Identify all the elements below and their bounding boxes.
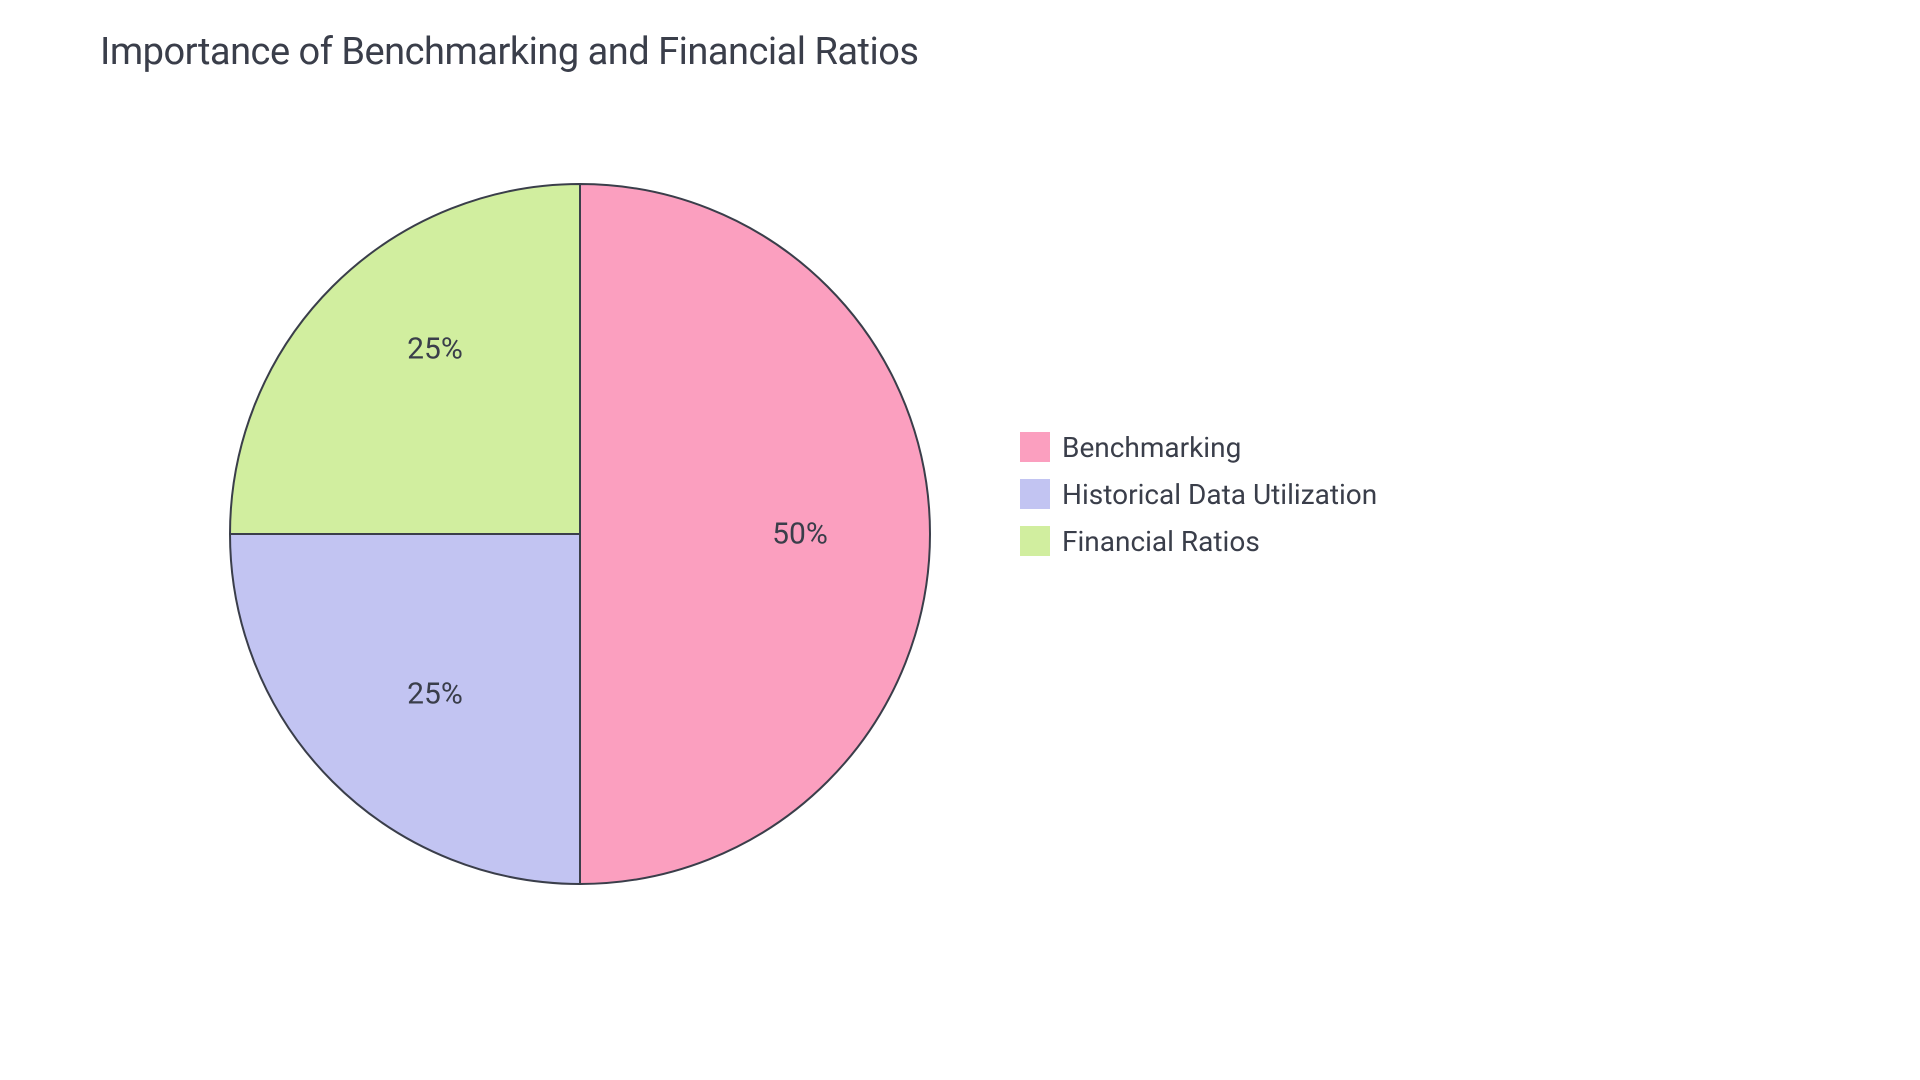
legend-label: Financial Ratios xyxy=(1062,525,1260,558)
pie-slice xyxy=(230,184,580,534)
legend-item: Historical Data Utilization xyxy=(1020,478,1377,511)
slice-label: 25% xyxy=(407,332,463,367)
legend: Benchmarking Historical Data Utilization F… xyxy=(1020,431,1377,558)
legend-item: Financial Ratios xyxy=(1020,525,1377,558)
pie-slice xyxy=(230,534,580,884)
pie-svg xyxy=(100,94,940,894)
legend-label: Historical Data Utilization xyxy=(1062,478,1377,511)
legend-swatch xyxy=(1020,432,1050,462)
legend-swatch xyxy=(1020,479,1050,509)
slice-label: 25% xyxy=(407,677,463,712)
chart-title: Importance of Benchmarking and Financial… xyxy=(100,30,1820,74)
slice-label: 50% xyxy=(772,517,828,552)
pie-chart: 50% 25% 25% xyxy=(100,94,940,894)
legend-item: Benchmarking xyxy=(1020,431,1377,464)
legend-label: Benchmarking xyxy=(1062,431,1241,464)
pie-slice xyxy=(580,184,930,884)
legend-swatch xyxy=(1020,526,1050,556)
chart-container: Importance of Benchmarking and Financial… xyxy=(0,0,1920,1080)
chart-body: 50% 25% 25% Benchmarking Historical Data Ut… xyxy=(100,94,1820,894)
